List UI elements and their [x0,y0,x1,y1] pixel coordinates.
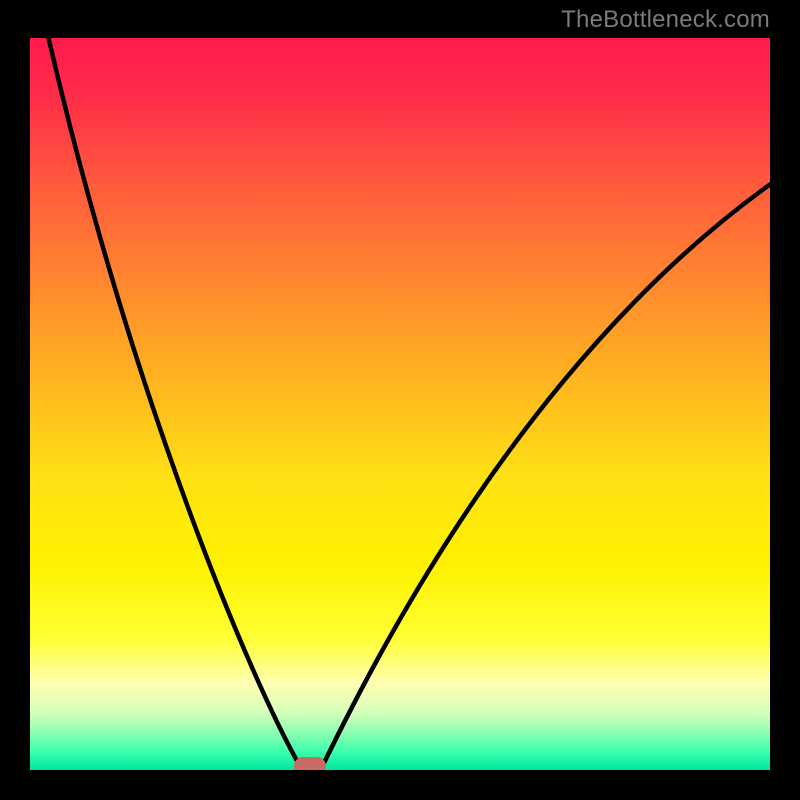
bottleneck-curve [30,38,770,770]
watermark-text: TheBottleneck.com [561,6,770,34]
optimal-marker [294,757,326,770]
curve-right-branch [322,184,770,766]
frame-left [0,0,30,800]
curve-left-branch [49,38,301,766]
frame-right [770,0,800,800]
frame-bottom [0,770,800,800]
plot-area [30,38,770,770]
